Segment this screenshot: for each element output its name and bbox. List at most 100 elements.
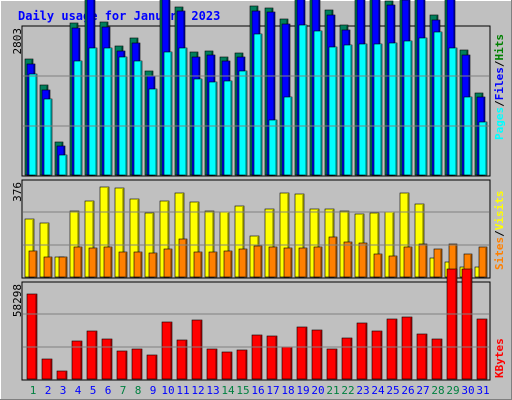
legend-separator: / (493, 230, 506, 237)
pages-bar-day-18 (283, 96, 293, 176)
day-label-20: 20 (311, 384, 324, 397)
kbytes-bar-day-26 (401, 316, 413, 380)
sites-bar-day-17 (268, 246, 278, 278)
pages-bar-day-22 (343, 44, 353, 176)
kbytes-bar-day-20 (311, 329, 323, 380)
day-label-14: 14 (221, 384, 235, 397)
day-label-30: 30 (461, 384, 474, 397)
pages-bar-day-17 (268, 119, 278, 176)
pages-bar-day-5 (88, 47, 98, 176)
sites-bar-day-14 (223, 250, 233, 278)
pages-bar-day-27 (418, 37, 428, 176)
grid-layer (23, 75, 489, 348)
sites-bar-day-23 (358, 242, 368, 278)
day-label-15: 15 (236, 384, 249, 397)
pages-bar-day-15 (238, 70, 248, 176)
sites-bar-day-9 (148, 252, 158, 278)
kbytes-bar-day-9 (146, 354, 158, 380)
legend-hits-label: Hits (493, 34, 506, 61)
pages-bar-day-28 (433, 31, 443, 176)
kbytes-bar-day-5 (86, 330, 98, 380)
kbytes-bar-day-4 (71, 340, 83, 380)
day-label-26: 26 (401, 384, 414, 397)
pages-bar-day-23 (358, 43, 368, 176)
sites-bar-day-25 (388, 255, 398, 278)
kbytes-bar-day-21 (326, 348, 338, 380)
sites-bar-day-5 (88, 247, 98, 278)
day-label-7: 7 (120, 384, 127, 397)
sites-bar-day-20 (313, 246, 323, 278)
sites-bar-day-8 (133, 251, 143, 278)
sites-bar-day-2 (43, 256, 53, 278)
kbytes-bar-day-29 (446, 268, 458, 380)
day-label-13: 13 (206, 384, 219, 397)
bars-layer (24, 0, 488, 380)
sites-bar-day-4 (73, 246, 83, 278)
legend-pages-label: Pages (493, 107, 506, 140)
ymax-label-hits: 2803 (11, 28, 24, 55)
day-label-4: 4 (75, 384, 82, 397)
kbytes-bar-day-11 (176, 339, 188, 380)
kbytes-bar-day-30 (461, 268, 473, 380)
day-label-24: 24 (371, 384, 385, 397)
sites-bar-day-11 (178, 238, 188, 278)
kbytes-bar-day-1 (26, 293, 38, 380)
kbytes-bar-day-19 (296, 326, 308, 380)
side-legend-visits-sites: Sites/Visits (493, 191, 506, 271)
kbytes-bar-day-24 (371, 330, 383, 380)
day-label-3: 3 (60, 384, 67, 397)
kbytes-bar-day-3 (56, 370, 68, 380)
sites-bar-day-3 (58, 256, 68, 278)
day-label-8: 8 (135, 384, 142, 397)
sites-bar-day-24 (373, 253, 383, 278)
pages-bar-day-25 (388, 42, 398, 176)
sites-bar-day-31 (478, 246, 488, 278)
sites-bar-day-15 (238, 248, 248, 278)
pages-bar-day-29 (448, 47, 458, 176)
day-label-5: 5 (90, 384, 97, 397)
pages-bar-day-24 (373, 43, 383, 176)
ymax-label-kbytes: 58298 (11, 284, 24, 317)
day-label-9: 9 (150, 384, 157, 397)
pages-bar-day-6 (103, 47, 113, 176)
day-label-22: 22 (341, 384, 354, 397)
day-label-2: 2 (45, 384, 52, 397)
day-label-27: 27 (416, 384, 429, 397)
legend-visits-label: Visits (493, 191, 506, 231)
legend-files-label: Files (493, 67, 506, 100)
pages-bar-day-4 (73, 60, 83, 176)
kbytes-bar-day-6 (101, 338, 113, 380)
day-label-29: 29 (446, 384, 459, 397)
kbytes-bar-day-22 (341, 337, 353, 380)
kbytes-bar-day-28 (431, 338, 443, 380)
day-label-19: 19 (296, 384, 309, 397)
kbytes-bar-day-8 (131, 348, 143, 380)
kbytes-bar-day-10 (161, 321, 173, 380)
legend-separator: / (493, 60, 506, 67)
svg-text:Pages/Files/Hits: Pages/Files/Hits (493, 34, 506, 140)
kbytes-bar-day-2 (41, 358, 53, 380)
day-label-1: 1 (30, 384, 37, 397)
day-label-28: 28 (431, 384, 444, 397)
pages-bar-day-1 (28, 73, 38, 176)
sites-bar-day-26 (403, 246, 413, 278)
day-label-11: 11 (176, 384, 189, 397)
pages-bar-day-20 (313, 30, 323, 176)
day-label-31: 31 (476, 384, 489, 397)
kbytes-bar-day-7 (116, 350, 128, 380)
legend-sites-label: Sites (493, 237, 506, 270)
day-label-12: 12 (191, 384, 204, 397)
pages-bar-day-2 (43, 98, 53, 176)
pages-bar-day-9 (148, 88, 158, 176)
kbytes-bar-day-17 (266, 335, 278, 380)
day-label-10: 10 (161, 384, 174, 397)
sites-bar-day-28 (433, 248, 443, 278)
legend-kbytes-label: KBytes (493, 338, 506, 378)
pages-bar-day-13 (208, 81, 218, 176)
kbytes-bar-day-25 (386, 318, 398, 380)
pages-bar-day-26 (403, 40, 413, 176)
day-label-21: 21 (326, 384, 339, 397)
day-label-25: 25 (386, 384, 399, 397)
pages-bar-day-16 (253, 33, 263, 176)
